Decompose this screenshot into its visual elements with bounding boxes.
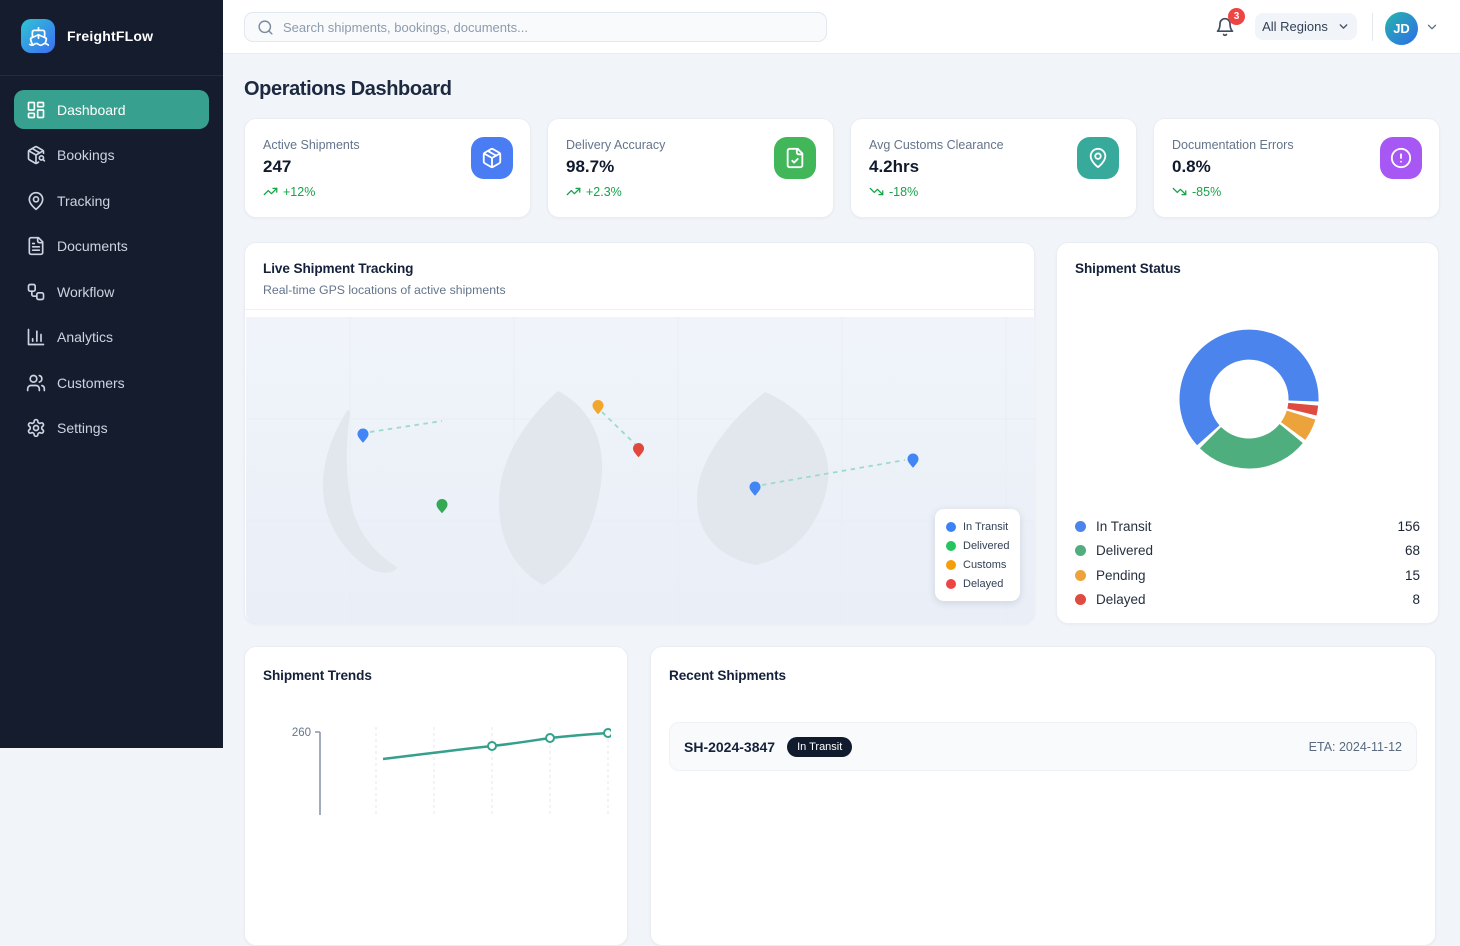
svg-text:260: 260: [292, 727, 311, 739]
